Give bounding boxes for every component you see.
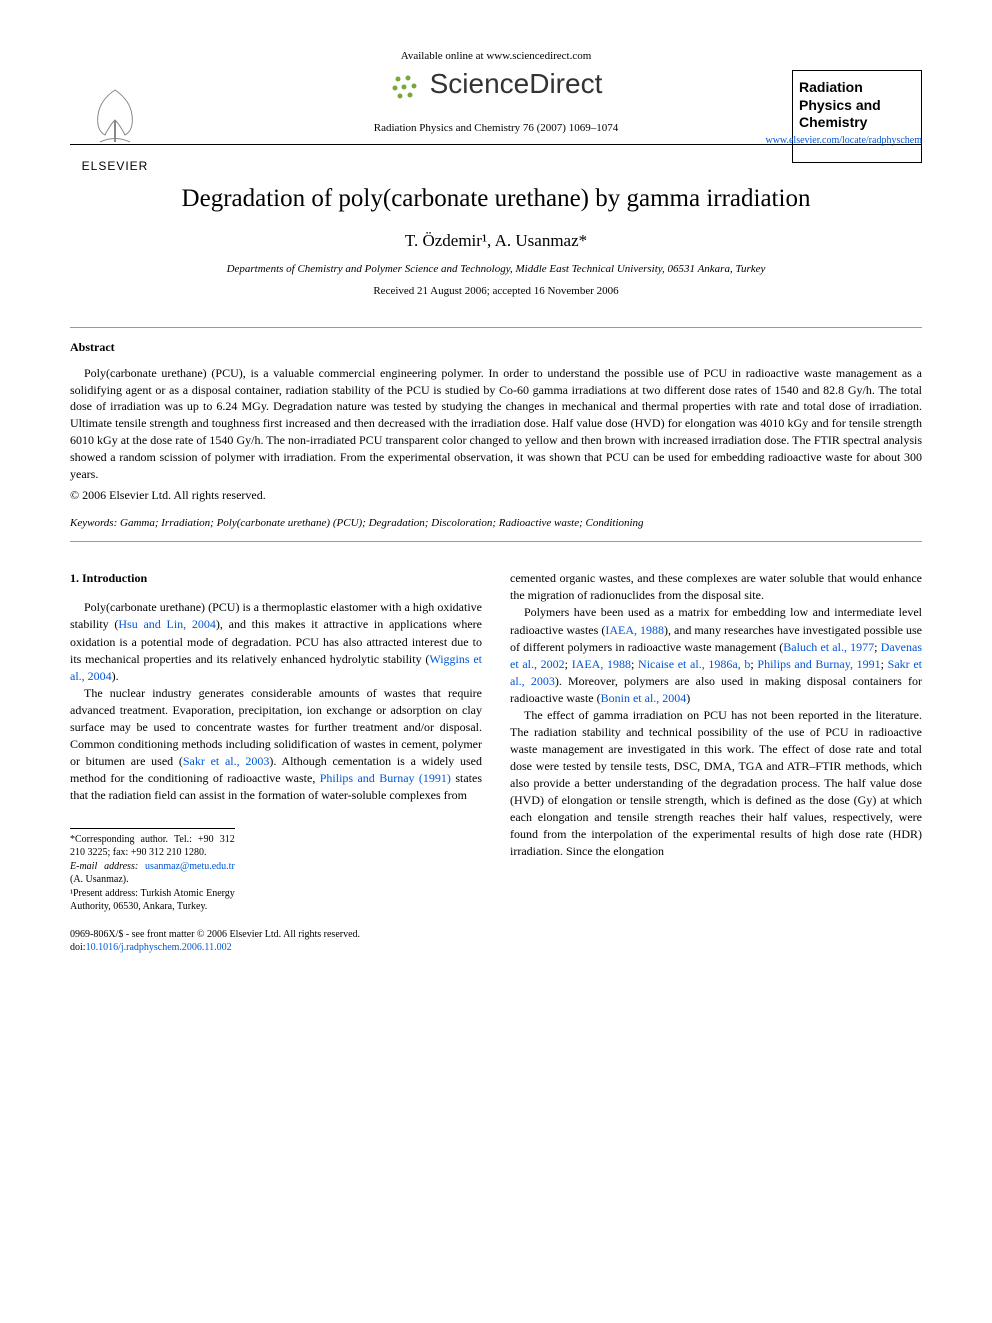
footer-left: 0969-806X/$ - see front matter © 2006 El… (70, 928, 360, 954)
footer-doi-line: doi:10.1016/j.radphyschem.2006.11.002 (70, 941, 360, 954)
elsevier-text: ELSEVIER (70, 159, 160, 173)
sciencedirect-text: ScienceDirect (430, 68, 603, 99)
footer-doi-label: doi: (70, 942, 86, 953)
abstract-text: Poly(carbonate urethane) (PCU), is a val… (70, 366, 922, 481)
available-online-text: Available online at www.sciencedirect.co… (70, 50, 922, 62)
affiliation-line: Departments of Chemistry and Polymer Sci… (70, 263, 922, 275)
journal-cover-box: Radiation Physics and Chemistry (792, 70, 922, 163)
abstract-copyright: © 2006 Elsevier Ltd. All rights reserved… (70, 488, 922, 503)
cite-iaea-1988a[interactable]: IAEA, 1988 (605, 623, 664, 637)
right-para-3: The effect of gamma irradiation on PCU h… (510, 707, 922, 860)
section-1-heading: 1. Introduction (70, 570, 482, 587)
divider-top (70, 327, 922, 328)
keywords-line: Keywords: Gamma; Irradiation; Poly(carbo… (70, 517, 922, 529)
elsevier-tree-icon (80, 80, 150, 150)
intro-para-1: Poly(carbonate urethane) (PCU) is a ther… (70, 599, 482, 684)
footer-doi-link[interactable]: 10.1016/j.radphyschem.2006.11.002 (86, 942, 232, 953)
abstract-heading: Abstract (70, 340, 922, 355)
dates-line: Received 21 August 2006; accepted 16 Nov… (70, 285, 922, 297)
page-root: ELSEVIER Available online at www.science… (0, 0, 992, 994)
footnote-email-label: E-mail address: (70, 861, 145, 872)
footer-bar: 0969-806X/$ - see front matter © 2006 El… (70, 928, 922, 954)
left-column: 1. Introduction Poly(carbonate urethane)… (70, 570, 482, 913)
elsevier-logo-box: ELSEVIER (70, 80, 160, 173)
cite-sakr-2003[interactable]: Sakr et al., 2003 (183, 754, 270, 768)
cite-nicaise-1986[interactable]: Nicaise et al., 1986a, b (638, 657, 750, 671)
author-line: T. Özdemir¹, A. Usanmaz* (70, 231, 922, 251)
footer-front-matter: 0969-806X/$ - see front matter © 2006 El… (70, 928, 360, 941)
keywords-text: Gamma; Irradiation; Poly(carbonate ureth… (117, 517, 643, 529)
right-para-2: Polymers have been used as a matrix for … (510, 604, 922, 706)
cite-iaea-1988b[interactable]: IAEA, 1988 (572, 657, 631, 671)
footnote-email-link[interactable]: usanmaz@metu.edu.tr (145, 861, 235, 872)
header-area: ELSEVIER Available online at www.science… (70, 50, 922, 145)
footnote-email-suffix: (A. Usanmaz). (70, 874, 129, 885)
cite-baluch-1977[interactable]: Baluch et al., 1977 (783, 640, 874, 654)
footnotes-block: *Corresponding author. Tel.: +90 312 210… (70, 828, 235, 914)
footnote-corresponding: *Corresponding author. Tel.: +90 312 210… (70, 833, 235, 860)
right-para-1: cemented organic wastes, and these compl… (510, 570, 922, 604)
two-column-body: 1. Introduction Poly(carbonate urethane)… (70, 570, 922, 913)
sciencedirect-icon (390, 73, 420, 106)
footnote-present-address: ¹Present address: Turkish Atomic Energy … (70, 887, 235, 914)
footnote-email-line: E-mail address: usanmaz@metu.edu.tr (A. … (70, 860, 235, 887)
journal-cover-title: Radiation Physics and Chemistry (799, 79, 915, 132)
cite-bonin-2004[interactable]: Bonin et al., 2004 (601, 691, 687, 705)
intro-para-2: The nuclear industry generates considera… (70, 685, 482, 804)
abstract-body: Poly(carbonate urethane) (PCU), is a val… (70, 365, 922, 483)
keywords-label: Keywords: (70, 517, 117, 529)
article-title: Degradation of poly(carbonate urethane) … (70, 185, 922, 213)
journal-url-link[interactable]: www.elsevier.com/locate/radphyschem (765, 135, 922, 146)
journal-url-text: www.elsevier.com/locate/radphyschem (765, 135, 922, 146)
cite-philips-burnay-1991b[interactable]: Philips and Burnay, 1991 (757, 657, 880, 671)
divider-bottom (70, 541, 922, 542)
cite-hsu-lin-2004[interactable]: Hsu and Lin, 2004 (118, 617, 216, 631)
cite-philips-burnay-1991[interactable]: Philips and Burnay (1991) (320, 771, 451, 785)
right-column: cemented organic wastes, and these compl… (510, 570, 922, 913)
